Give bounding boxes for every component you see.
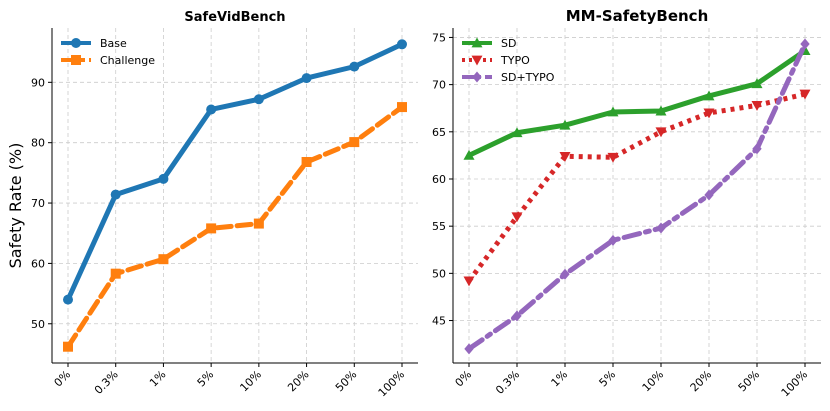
data-point-typo — [463, 276, 475, 287]
data-point-sd — [559, 119, 571, 130]
data-point-challenge — [397, 102, 407, 113]
series-line-sd-typo — [466, 41, 808, 352]
data-point-challenge — [301, 157, 312, 167]
x-tick-label: 10% — [640, 368, 666, 394]
legend: Base Challenge — [61, 37, 155, 67]
series-line-base — [65, 41, 405, 303]
series-sd — [463, 45, 811, 160]
y-tick-label: 50 — [432, 267, 446, 280]
data-point-challenge — [110, 268, 121, 279]
data-point-base — [397, 39, 407, 50]
data-point-sd — [607, 106, 619, 117]
data-point-typo — [703, 108, 715, 119]
data-point-typo — [559, 151, 571, 162]
y-tick-label: 60 — [31, 257, 45, 270]
y-tick-label: 65 — [432, 126, 446, 139]
legend-marker-typo — [471, 55, 483, 66]
x-tick-label: 10% — [237, 368, 263, 394]
data-point-typo — [751, 100, 763, 111]
y-tick-label: 60 — [432, 173, 446, 186]
data-point-sd-typo — [656, 222, 666, 234]
legend-marker-sd — [471, 37, 483, 48]
data-point-sd-typo — [560, 268, 570, 280]
y-tick-label: 75 — [432, 31, 446, 44]
data-point-sd-typo — [704, 189, 714, 201]
chart-panel-safevidbench: 50 60 70 80 90 0% 0.3% 1% 5% 10% 20% 50% 100% SafeVid… — [6, 10, 418, 399]
x-tick-label: 50% — [736, 368, 762, 394]
data-point-challenge — [63, 341, 73, 352]
legend-marker-base — [71, 38, 81, 48]
y-tick-label: 45 — [432, 315, 446, 328]
series-typo — [463, 89, 811, 287]
chart-title: MM-SafetyBench — [566, 7, 709, 25]
x-tick-label: 1% — [147, 368, 169, 390]
legend-label-sd-typo: SD+TYPO — [501, 71, 555, 84]
data-point-sd — [511, 127, 523, 138]
y-tick-label: 50 — [31, 318, 45, 331]
data-point-sd-typo — [752, 143, 762, 155]
chart-title: SafeVidBench — [184, 10, 285, 25]
data-point-typo — [607, 152, 619, 163]
x-tick-label: 0% — [52, 368, 74, 390]
x-tick-label: 20% — [688, 368, 714, 394]
data-point-sd — [751, 78, 763, 89]
data-point-typo — [511, 212, 523, 223]
data-point-challenge — [158, 254, 169, 265]
legend-label-challenge: Challenge — [100, 54, 155, 67]
series-line-typo — [466, 91, 806, 283]
legend: SD TYPO SD+TYPO — [462, 37, 555, 84]
x-tick-label: 5% — [597, 368, 619, 390]
data-point-sd-typo — [800, 38, 810, 50]
data-point-sd — [463, 149, 475, 160]
data-point-sd-typo — [464, 343, 474, 355]
x-tick-label: 50% — [333, 368, 359, 394]
data-point-typo — [799, 89, 811, 100]
x-tick-label: 1% — [549, 368, 571, 390]
series-line-challenge — [65, 104, 405, 350]
series-line-sd — [466, 48, 808, 158]
x-tick-label: 100% — [376, 368, 407, 399]
data-point-base — [349, 61, 360, 72]
data-point-typo — [655, 127, 667, 138]
data-point-sd — [655, 105, 667, 116]
data-point-base — [63, 294, 73, 305]
x-tick-label: 20% — [285, 368, 311, 394]
data-point-challenge — [206, 223, 217, 234]
x-tick-label: 0% — [453, 368, 475, 390]
x-tick-label: 0.3% — [92, 368, 121, 397]
legend-label-typo: TYPO — [500, 54, 530, 67]
data-point-base — [301, 73, 312, 84]
data-point-base — [253, 94, 264, 105]
chart-panel-mm-safetybench: 45 50 55 60 65 70 75 0% 0.3% 1% 5% 10% 20% 50% 100% MM-… — [432, 7, 821, 399]
y-axis-label: Safety Rate (%) — [6, 143, 25, 269]
series-base — [63, 39, 407, 305]
y-tick-label: 70 — [432, 79, 446, 92]
x-tick-label: 100% — [779, 368, 810, 399]
legend-label-base: Base — [100, 37, 127, 50]
data-point-challenge — [349, 137, 360, 148]
x-tick-label: 5% — [195, 368, 217, 390]
series-sd-typo — [464, 38, 810, 355]
legend-marker-challenge — [71, 55, 81, 65]
data-point-sd — [703, 90, 715, 101]
legend-label-sd: SD — [501, 37, 516, 50]
y-tick-label: 70 — [31, 197, 45, 210]
data-point-sd-typo — [512, 310, 522, 322]
data-point-base — [206, 104, 217, 115]
data-point-base — [110, 189, 121, 200]
legend-marker-sd-typo — [472, 71, 482, 83]
data-point-sd-typo — [608, 234, 618, 246]
data-point-challenge — [253, 218, 264, 229]
x-tick-label: 0.3% — [493, 368, 522, 397]
y-tick-label: 55 — [432, 220, 446, 233]
series-challenge — [63, 102, 407, 352]
y-tick-label: 80 — [31, 137, 45, 150]
data-point-base — [158, 173, 169, 184]
y-tick-label: 90 — [31, 76, 45, 89]
